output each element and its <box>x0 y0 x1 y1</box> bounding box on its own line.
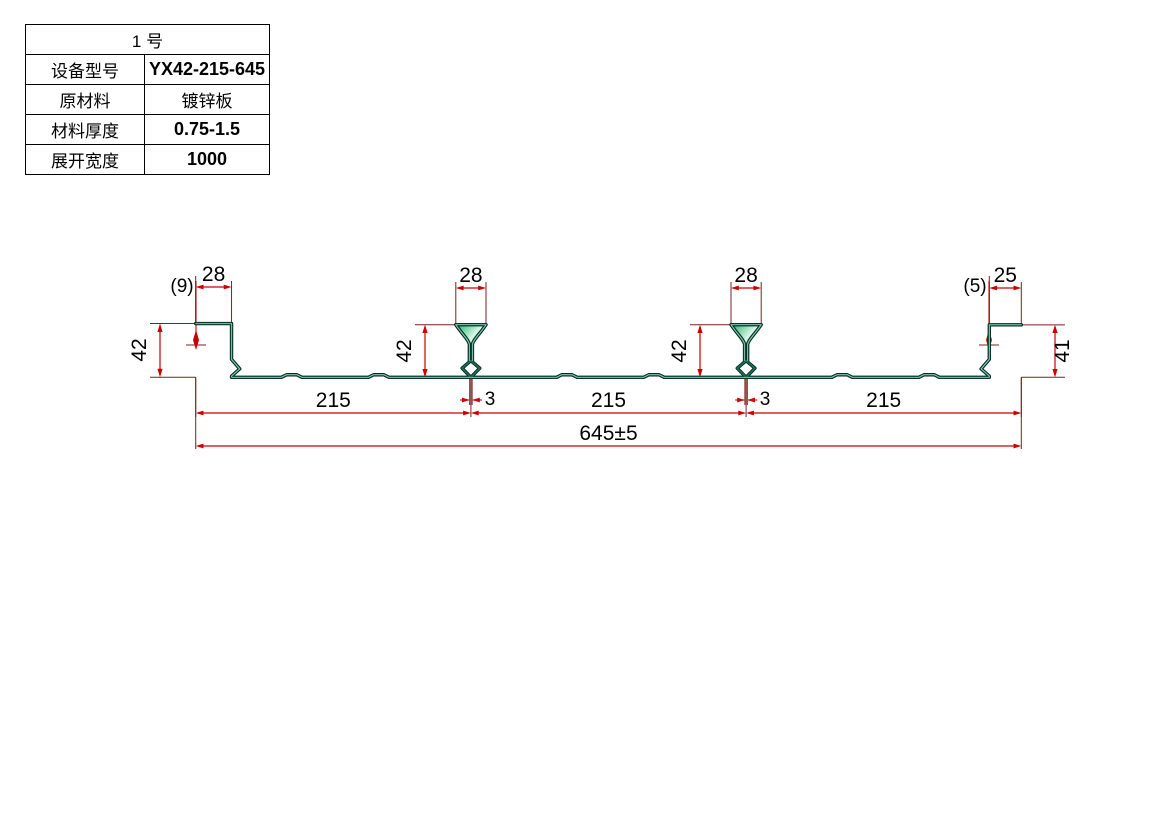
svg-text:215: 215 <box>316 389 351 412</box>
svg-text:(5): (5) <box>963 276 986 297</box>
svg-text:215: 215 <box>866 389 901 412</box>
svg-text:28: 28 <box>459 264 482 287</box>
svg-text:41: 41 <box>1051 339 1074 362</box>
svg-text:28: 28 <box>734 264 757 287</box>
svg-text:28: 28 <box>202 263 225 286</box>
svg-text:42: 42 <box>393 339 416 362</box>
svg-text:42: 42 <box>668 339 691 362</box>
svg-text:3: 3 <box>485 389 496 410</box>
svg-text:25: 25 <box>994 264 1017 287</box>
svg-text:645±5: 645±5 <box>579 422 637 445</box>
svg-text:215: 215 <box>591 389 626 412</box>
svg-text:3: 3 <box>760 389 771 410</box>
svg-text:42: 42 <box>128 338 151 361</box>
svg-text:(9): (9) <box>170 276 193 297</box>
